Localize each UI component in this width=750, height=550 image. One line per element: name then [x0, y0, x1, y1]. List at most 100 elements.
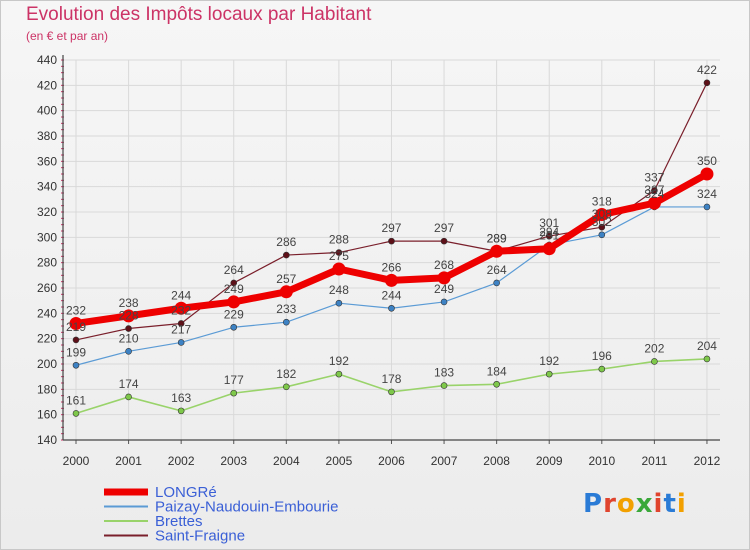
data-labels-layer: 219 228 232 264 286 288 297 297 289 301 308 337 422 1…	[66, 63, 717, 408]
data-label-saint-fraigne-2012: 422	[697, 63, 717, 77]
y-tick-label-340: 340	[37, 180, 57, 194]
data-point-paizay-naudouin-embourie-2010	[598, 231, 606, 239]
data-point-paizay-naudouin-embourie-2006	[388, 304, 395, 312]
y-tick-label-420: 420	[37, 78, 57, 92]
data-point-paizay-naudouin-embourie-2012	[703, 203, 711, 211]
data-point-paizay-naudouin-embourie-2007	[440, 298, 448, 306]
legend-label-longr-: LONGRé	[155, 484, 217, 501]
data-label-brettes-2002: 163	[171, 391, 191, 405]
data-label-brettes-2007: 183	[434, 366, 454, 380]
data-label-brettes-2000: 161	[66, 393, 86, 407]
data-label-paizay-naudouin-embourie-2011: 324	[644, 187, 664, 201]
data-label-longr--2002: 244	[171, 288, 191, 302]
data-point-paizay-naudouin-embourie-2004	[283, 318, 290, 326]
data-label-paizay-naudouin-embourie-2004: 233	[276, 302, 296, 316]
y-tick-label-160: 160	[37, 408, 57, 422]
data-point-paizay-naudouin-embourie-2005	[335, 299, 343, 307]
data-label-paizay-naudouin-embourie-2009: 294	[539, 225, 559, 239]
data-point-paizay-naudouin-embourie-2008	[493, 279, 500, 287]
data-label-longr--2003: 249	[224, 282, 244, 296]
legend: LONGRéPaizay-Naudouin-EmbourieBrettesSai…	[104, 484, 338, 545]
legend-label-saint-fraigne: Saint-Fraigne	[155, 528, 245, 545]
data-point-brettes-2005	[335, 370, 343, 378]
data-point-brettes-2000	[72, 410, 80, 417]
data-label-paizay-naudouin-embourie-2003: 229	[224, 307, 244, 321]
x-tick-label-2009: 2009	[536, 454, 563, 468]
y-tick-label-200: 200	[37, 357, 57, 371]
data-label-saint-fraigne-2003: 264	[224, 263, 244, 277]
data-point-brettes-2003	[230, 389, 238, 397]
data-point-saint-fraigne-2004	[283, 251, 290, 259]
proxiti-logo: Proxiti	[583, 489, 687, 519]
data-label-longr--2000: 232	[66, 303, 86, 317]
data-label-brettes-2006: 178	[381, 372, 401, 386]
data-point-saint-fraigne-2009	[545, 232, 553, 240]
data-label-brettes-2011: 202	[644, 341, 664, 355]
y-tick-label-360: 360	[37, 154, 57, 168]
y-tick-label-380: 380	[37, 129, 57, 143]
data-label-brettes-2005: 192	[329, 354, 349, 368]
series-layer	[69, 79, 714, 417]
data-label-paizay-naudouin-embourie-2010: 302	[592, 215, 612, 229]
y-tick-label-300: 300	[37, 230, 57, 244]
data-point-brettes-2001	[125, 393, 132, 401]
data-point-saint-fraigne-2010	[598, 223, 606, 231]
x-tick-label-2005: 2005	[326, 454, 353, 468]
data-label-paizay-naudouin-embourie-2008: 264	[487, 263, 507, 277]
data-point-longr--2008	[490, 244, 504, 258]
data-label-brettes-2004: 182	[276, 367, 296, 381]
data-point-brettes-2006	[388, 388, 395, 396]
data-label-saint-fraigne-2005: 288	[329, 233, 349, 247]
data-point-longr--2005	[332, 262, 346, 276]
data-label-longr--2005: 275	[329, 249, 349, 263]
x-tick-label-2001: 2001	[115, 454, 142, 468]
data-point-brettes-2007	[440, 382, 448, 389]
data-label-saint-fraigne-2011: 337	[644, 170, 664, 184]
data-point-longr--2011	[647, 196, 661, 210]
data-point-brettes-2002	[177, 407, 185, 415]
data-label-saint-fraigne-2008: 289	[487, 231, 507, 245]
chart-title: Evolution des Impôts locaux par Habitant	[26, 4, 372, 25]
x-tick-label-2010: 2010	[588, 454, 615, 468]
data-point-longr--2010	[595, 208, 609, 222]
data-label-paizay-naudouin-embourie-2000: 199	[66, 345, 86, 359]
data-point-longr--2009	[542, 242, 556, 256]
data-point-paizay-naudouin-embourie-2002	[177, 339, 185, 346]
data-label-brettes-2012: 204	[697, 339, 717, 353]
data-point-paizay-naudouin-embourie-2001	[125, 348, 132, 355]
data-label-longr--2011: 327	[644, 183, 664, 197]
data-label-saint-fraigne-2010: 308	[592, 207, 612, 221]
data-label-longr--2009: 291	[539, 229, 559, 243]
legend-label-brettes: Brettes	[155, 513, 203, 530]
data-label-longr--2001: 238	[119, 296, 139, 310]
y-tick-label-440: 440	[37, 53, 57, 67]
x-tick-label-2002: 2002	[168, 454, 195, 468]
data-label-longr--2012: 350	[697, 154, 717, 168]
y-tick-label-280: 280	[37, 256, 57, 270]
data-label-saint-fraigne-2001: 228	[119, 309, 139, 323]
x-tick-label-2004: 2004	[273, 454, 300, 468]
data-point-brettes-2011	[651, 358, 658, 365]
data-label-saint-fraigne-2007: 297	[434, 221, 454, 235]
data-label-brettes-2010: 196	[592, 349, 612, 363]
y-tick-label-260: 260	[37, 281, 57, 295]
logo-letter: i	[653, 489, 664, 519]
data-point-saint-fraigne-2001	[125, 325, 132, 332]
logo-letter: o	[616, 489, 636, 519]
logo-letter: x	[635, 489, 654, 519]
data-point-saint-fraigne-2003	[230, 279, 238, 287]
data-label-paizay-naudouin-embourie-2012: 324	[697, 187, 717, 201]
data-label-longr--2007: 268	[434, 258, 454, 272]
data-label-saint-fraigne-2006: 297	[381, 221, 401, 235]
y-tick-label-180: 180	[37, 382, 57, 396]
data-label-paizay-naudouin-embourie-2007: 249	[434, 282, 454, 296]
chart-subtitle: (en € et par an)	[26, 29, 109, 43]
data-point-longr--2006	[384, 273, 398, 287]
logo-letter: t	[663, 489, 677, 519]
data-label-saint-fraigne-2000: 219	[66, 320, 86, 334]
data-label-saint-fraigne-2002: 232	[171, 303, 191, 317]
data-point-brettes-2009	[545, 370, 553, 378]
data-point-longr--2004	[279, 285, 293, 299]
data-point-longr--2003	[227, 295, 241, 309]
